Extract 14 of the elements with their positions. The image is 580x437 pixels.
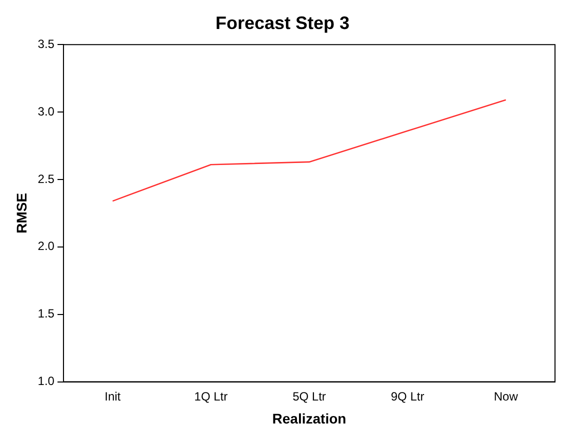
x-tick-label: Init [104,389,122,404]
x-tick-label: 5Q Ltr [292,389,326,404]
y-axis-title: RMSE [13,192,30,234]
x-axis-title: Realization [272,410,346,426]
x-tick-label: 1Q Ltr [194,389,228,404]
x-tick-label: 9Q Ltr [390,389,424,404]
y-tick-label: 2.0 [38,239,55,254]
y-tick-label: 3.5 [38,36,55,51]
y-tick-label: 3.0 [38,104,55,118]
y-tick-label: 1.5 [38,306,55,321]
chart-title: Forecast Step 3 [215,12,350,33]
y-tick-label: 1.0 [38,374,55,388]
x-tick-label: Now [494,389,518,404]
y-tick-label: 2.5 [38,172,55,186]
